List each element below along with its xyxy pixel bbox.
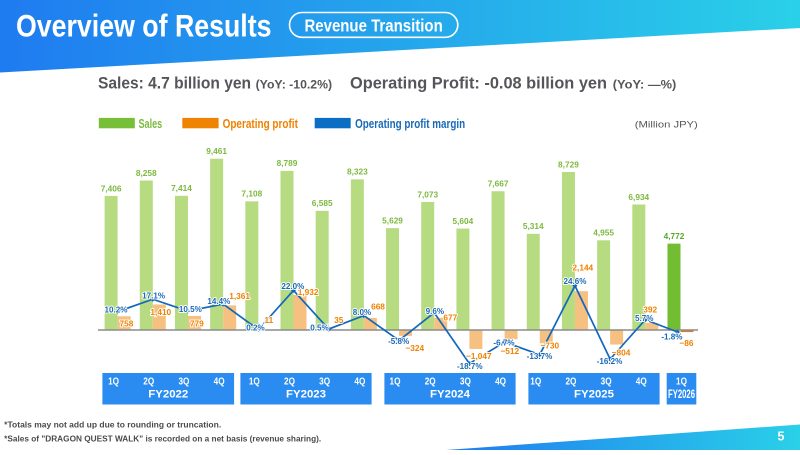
svg-text:5,604: 5,604	[453, 216, 474, 226]
svg-text:−324: −324	[405, 343, 424, 353]
svg-text:8.0%: 8.0%	[353, 308, 371, 317]
svg-text:35: 35	[334, 315, 344, 325]
svg-text:758: 758	[119, 319, 133, 329]
svg-text:2Q: 2Q	[143, 377, 154, 388]
svg-text:3Q: 3Q	[178, 377, 189, 388]
svg-text:7,073: 7,073	[417, 189, 438, 199]
svg-text:−804: −804	[612, 348, 631, 358]
svg-text:7,667: 7,667	[488, 179, 509, 189]
svg-text:3Q: 3Q	[601, 377, 612, 388]
svg-text:1,410: 1,410	[150, 307, 171, 317]
svg-text:0.5%: 0.5%	[310, 323, 328, 332]
svg-text:8,789: 8,789	[277, 158, 298, 168]
svg-text:-16.2%: -16.2%	[597, 357, 623, 366]
svg-text:677: 677	[443, 313, 457, 323]
svg-text:6,585: 6,585	[312, 198, 333, 208]
svg-text:FY2022: FY2022	[148, 388, 188, 400]
svg-text:Operating profit: Operating profit	[223, 117, 299, 131]
svg-text:10.5%: 10.5%	[179, 305, 202, 314]
svg-text:Sales: Sales	[139, 117, 163, 131]
svg-text:(YoY: -10.2%): (YoY: -10.2%)	[256, 77, 333, 91]
svg-text:Operating profit margin: Operating profit margin	[355, 117, 465, 131]
svg-text:779: 779	[190, 318, 204, 328]
svg-text:2Q: 2Q	[284, 377, 295, 388]
svg-text:4Q: 4Q	[354, 377, 365, 388]
svg-text:5.7%: 5.7%	[635, 314, 653, 323]
svg-text:392: 392	[643, 305, 657, 315]
svg-text:1Q: 1Q	[108, 377, 119, 388]
svg-text:FY2023: FY2023	[286, 388, 326, 400]
svg-text:(YoY: —%): (YoY: —%)	[613, 77, 677, 91]
svg-text:4,772: 4,772	[664, 231, 685, 241]
svg-text:Sales: 4.7 billion yen: Sales: 4.7 billion yen	[98, 73, 251, 92]
svg-text:1Q: 1Q	[676, 377, 687, 388]
svg-text:1Q: 1Q	[530, 377, 541, 388]
svg-text:8,258: 8,258	[136, 168, 157, 178]
svg-text:5: 5	[778, 430, 785, 444]
svg-text:4Q: 4Q	[214, 377, 225, 388]
svg-text:−1,047: −1,047	[466, 351, 492, 361]
svg-text:14.4%: 14.4%	[207, 297, 230, 306]
svg-text:10.2%: 10.2%	[105, 306, 128, 315]
svg-text:−512: −512	[500, 346, 519, 356]
svg-text:17.1%: 17.1%	[142, 292, 165, 301]
svg-text:7,414: 7,414	[171, 183, 192, 193]
svg-text:−86: −86	[679, 338, 693, 348]
svg-text:7,108: 7,108	[241, 189, 262, 199]
svg-text:-1.8%: -1.8%	[661, 332, 682, 341]
svg-text:-13.7%: -13.7%	[527, 352, 553, 361]
svg-text:8,729: 8,729	[558, 159, 579, 169]
svg-text:1,932: 1,932	[298, 287, 319, 297]
svg-text:−730: −730	[540, 341, 559, 351]
svg-text:9,461: 9,461	[206, 146, 227, 156]
svg-text:*Totals may not add up due to: *Totals may not add up due to rounding o…	[4, 421, 221, 430]
svg-text:22.0%: 22.0%	[281, 282, 304, 291]
svg-text:5,314: 5,314	[523, 221, 544, 231]
svg-text:3Q: 3Q	[319, 377, 330, 388]
svg-text:6,934: 6,934	[628, 192, 649, 202]
svg-text:668: 668	[371, 301, 385, 311]
svg-text:2,144: 2,144	[572, 262, 593, 272]
svg-text:7,406: 7,406	[101, 183, 122, 193]
svg-text:4Q: 4Q	[495, 377, 506, 388]
svg-text:11: 11	[265, 315, 274, 325]
svg-text:-6.7%: -6.7%	[493, 339, 514, 348]
svg-text:-5.8%: -5.8%	[388, 337, 409, 346]
svg-text:3Q: 3Q	[460, 377, 471, 388]
svg-text:FY2025: FY2025	[574, 388, 614, 400]
svg-text:*Sales of "DRAGON QUEST WALK": *Sales of "DRAGON QUEST WALK" is recorde…	[4, 434, 321, 443]
svg-text:24.6%: 24.6%	[564, 277, 587, 286]
svg-text:Operating Profit: -0.08 billio: Operating Profit: -0.08 billion yen	[350, 73, 607, 92]
svg-text:9.6%: 9.6%	[426, 307, 444, 316]
svg-text:2Q: 2Q	[425, 377, 436, 388]
svg-text:1Q: 1Q	[249, 377, 260, 388]
svg-text:1Q: 1Q	[390, 377, 401, 388]
svg-text:8,323: 8,323	[347, 167, 368, 177]
svg-text:(Million JPY): (Million JPY)	[635, 120, 698, 130]
svg-text:FY2024: FY2024	[430, 388, 471, 400]
svg-text:4,955: 4,955	[593, 228, 614, 238]
svg-text:Revenue Transition: Revenue Transition	[304, 15, 442, 35]
svg-text:1,361: 1,361	[229, 291, 250, 301]
svg-text:0.2%: 0.2%	[246, 323, 264, 332]
svg-text:5,629: 5,629	[382, 215, 403, 225]
svg-text:Overview of Results: Overview of Results	[16, 7, 272, 43]
svg-text:4Q: 4Q	[636, 377, 647, 388]
svg-text:FY2026: FY2026	[668, 387, 695, 401]
svg-text:-18.7%: -18.7%	[457, 362, 483, 371]
svg-text:2Q: 2Q	[565, 377, 576, 388]
